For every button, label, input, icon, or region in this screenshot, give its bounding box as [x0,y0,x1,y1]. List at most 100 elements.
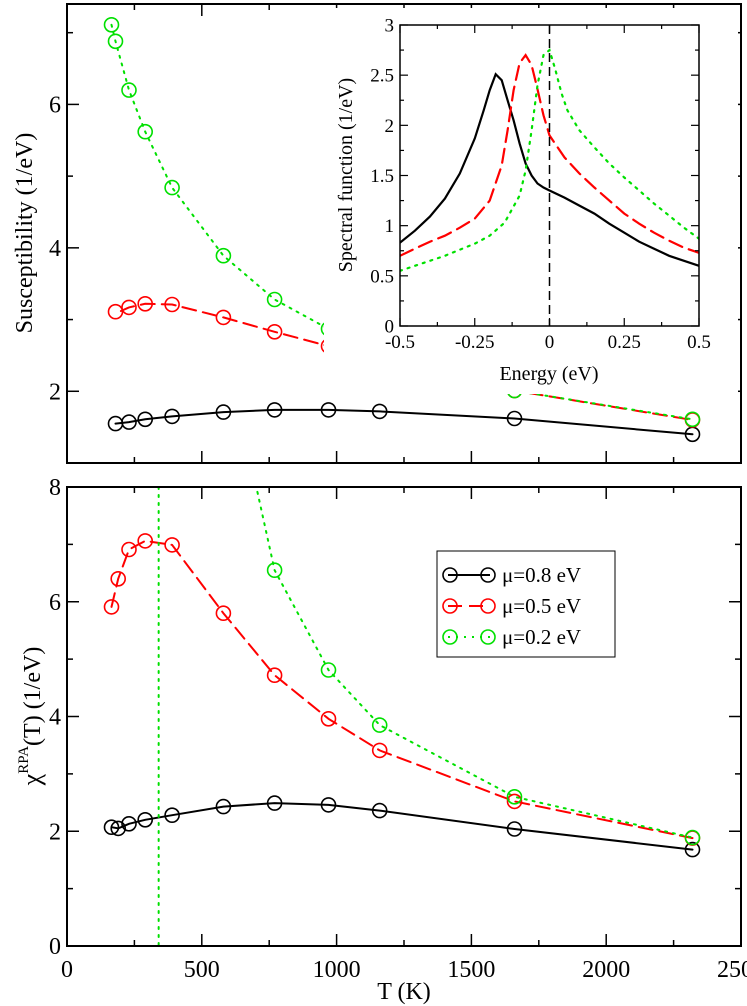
top-series-2-point [266,291,283,308]
bottom-series-2-point [371,717,388,733]
top-series-1-point [266,323,283,340]
top-series-line-2: μ=0.2 eV [110,23,694,421]
inset-series-line-2: μ=0.2 eV [400,48,699,272]
bottom-series-0-point [320,797,337,813]
inset-x-tick-label: -0.5 [385,332,415,353]
bottom-series-1-point [320,710,337,727]
legend-marker-0 [442,567,458,583]
bottom-x-tick-label: 1000 [313,957,361,983]
top-series-1-point [121,299,137,316]
inset-panel: μ=0.8 eVμ=0.5 eVμ=0.2 eV -0.5 -0.25 0 0.25 0… [324,8,738,394]
bottom-series-2-point [684,829,701,846]
bottom-series-0-point [103,819,120,836]
inset-y-tick-label: 2 [385,116,395,137]
inset-y-tick-label: 1 [385,216,395,237]
bottom-y-tick-label: 6 [49,590,61,616]
inset-x-axis-label: Energy (eV) [499,363,598,385]
bottom-series-1-point [506,793,523,810]
bottom-x-axis-label: T (K) [377,979,431,1005]
legend-label-1: μ=0.5 eV [502,594,581,618]
bottom-x-tick-label: 1500 [447,957,495,983]
top-plot-frame [66,3,742,464]
top-series-1-point [215,309,232,326]
bottom-series-1-point [137,533,153,549]
top-series-0-point [371,403,388,420]
inset-y-axis-label: Spectral function (1/eV) [335,78,357,272]
top-series-2-point [164,179,180,196]
bottom-series-0-point [684,841,701,858]
bottom-series-1-point [121,541,137,558]
top-series-2-point [215,247,232,264]
legend-marker-2 [480,629,496,645]
top-series-2-point [121,82,137,98]
bottom-series-0-point [121,815,137,832]
bottom-x-tick-label: 2000 [582,957,630,983]
bottom-series-line-1: μ=0.5 eV [110,539,694,840]
inset-y-tick-label: 1.5 [370,166,394,187]
bottom-series-0-point [506,821,523,837]
inset-y-tick-label: 0 [385,316,395,337]
bottom-x-tick-label: 0 [61,957,73,983]
legend-marker-0 [480,567,496,583]
bottom-series-1-point [215,605,232,622]
top-series-2-point [103,16,120,33]
top-series-0-point [266,402,283,418]
bottom-y-tick-label: 4 [49,705,61,731]
bottom-plot-frame [66,486,742,947]
top-y-axis-label: Susceptibility (1/eV) [12,133,38,334]
legend-marker-1 [442,598,458,614]
inset-series-curves: μ=0.8 eVμ=0.5 eVμ=0.2 eV [400,25,699,326]
inset-plot-frame [399,24,700,327]
top-series-1-point [164,296,180,313]
inset-x-tick-label: 0.25 [608,332,641,353]
top-series-0-point [164,408,180,425]
legend-box [436,550,616,658]
inset-x-tick-label: 0 [545,332,555,353]
bottom-y-tick-label: 2 [49,819,61,845]
bottom-series-line-0: μ=0.8 eV [110,802,694,851]
y-label-chi: χ [17,773,46,786]
inset-x-tick-label: -0.25 [455,332,495,353]
inset-y-tick-label: 3 [385,15,395,36]
bottom-series-2-point [320,662,337,678]
inset-series-line-1: μ=0.5 eV [400,53,699,257]
bottom-series-1-point [164,537,180,553]
top-series-0-point [320,402,337,418]
bottom-series-curves: μ=0.8 eV μ=0.5 eV μ=0.2 eV [110,487,694,946]
top-series-2-point [684,411,701,428]
inset-x-tick-label: 0.5 [687,332,711,353]
legend-marker-2 [442,629,458,645]
inset-y-tick-label: 0.5 [370,266,394,287]
y-label-rpa-superscript: RPA [16,746,32,774]
bottom-series-1-point [371,742,388,759]
legend-label-2: μ=0.2 eV [502,625,581,649]
bottom-series-markers [103,533,701,858]
top-y-tick-label: 4 [49,236,61,262]
top-series-0-point [137,411,153,428]
top-series-0-point [215,404,232,420]
top-series-2-point [107,33,124,50]
legend-items: μ=0.8 eV μ=0.5 eV μ=0.2 eV [442,563,581,649]
bottom-y-tick-label: 0 [49,934,61,960]
inset-y-tick-label: 2.5 [370,66,394,87]
top-series-2-point [137,123,153,140]
bottom-y-tick-label: 8 [49,475,61,501]
bottom-series-1-point [103,599,120,615]
bottom-series-0-point [215,798,232,815]
bottom-series-2-point [266,562,283,579]
bottom-panel: μ=0.8 eV μ=0.5 eV μ=0.2 eV 0 500 1000 1500 200… [16,475,747,1005]
bottom-series-1-point [266,667,283,684]
y-label-rest: (T) (1/eV) [20,647,46,746]
inset-series-line-0: μ=0.8 eV [400,72,699,267]
top-series-line-0: μ=0.8 eV [114,408,694,436]
top-series-1-point [137,295,153,312]
bottom-series-1-point [110,570,126,587]
bottom-x-tick-label: 500 [184,957,220,983]
inset-background [324,8,738,394]
top-y-tick-label: 2 [49,379,61,405]
bottom-series-0-point [164,807,180,824]
bottom-series-0-point [266,795,283,811]
top-y-tick-label: 6 [49,93,61,119]
bottom-series-0-point [110,820,126,837]
